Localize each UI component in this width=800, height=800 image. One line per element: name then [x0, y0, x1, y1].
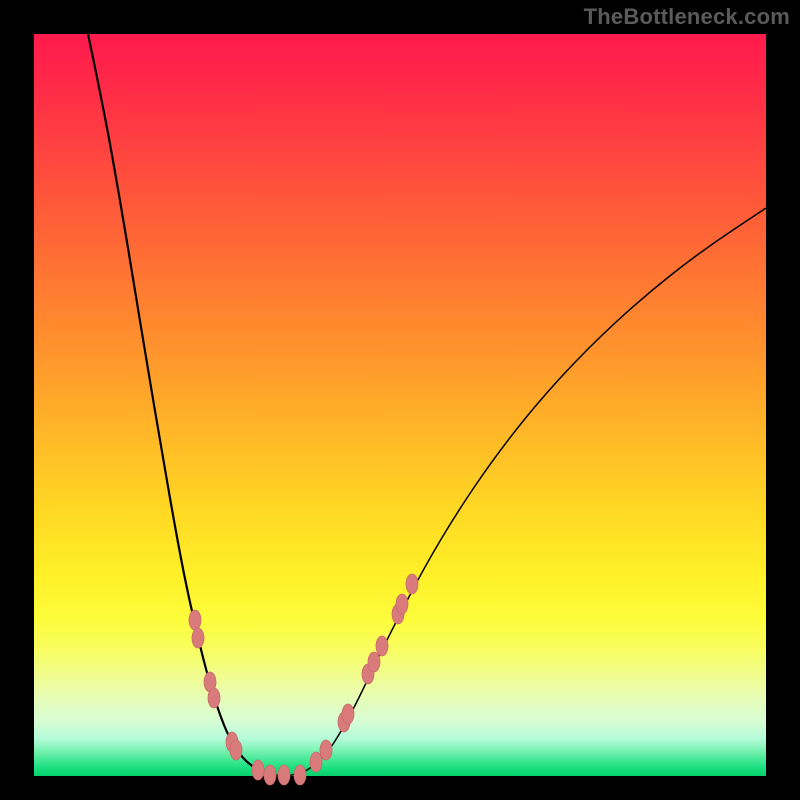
plot-background	[34, 34, 766, 776]
chart-svg	[0, 0, 800, 800]
data-marker	[396, 594, 408, 614]
data-marker	[264, 765, 276, 785]
data-marker	[376, 636, 388, 656]
chart-container: TheBottleneck.com	[0, 0, 800, 800]
data-marker	[294, 765, 306, 785]
data-marker	[192, 628, 204, 648]
data-marker	[230, 740, 242, 760]
data-marker	[368, 652, 380, 672]
data-marker	[310, 752, 322, 772]
data-marker	[320, 740, 332, 760]
watermark-text: TheBottleneck.com	[584, 4, 790, 30]
data-marker	[189, 610, 201, 630]
data-marker	[208, 688, 220, 708]
data-marker	[252, 760, 264, 780]
data-marker	[278, 765, 290, 785]
data-marker	[342, 704, 354, 724]
data-marker	[406, 574, 418, 594]
